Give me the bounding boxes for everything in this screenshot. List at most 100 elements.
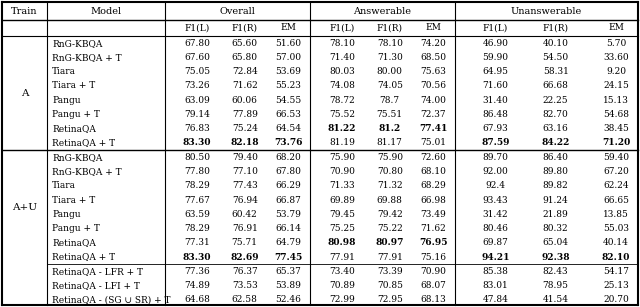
Text: 89.82: 89.82 [543,181,568,190]
Text: 53.79: 53.79 [275,210,301,219]
Text: 81.17: 81.17 [377,138,403,147]
Text: 72.60: 72.60 [420,153,446,162]
Text: 73.53: 73.53 [232,281,258,290]
Text: 75.90: 75.90 [377,153,403,162]
Text: 74.20: 74.20 [420,39,446,48]
Text: 92.4: 92.4 [485,181,505,190]
Text: 31.42: 31.42 [483,210,508,219]
Text: 67.93: 67.93 [483,124,508,133]
Text: F1(L): F1(L) [329,24,355,33]
Text: F1(R): F1(R) [232,24,258,33]
Text: 71.33: 71.33 [329,181,355,190]
Text: 77.80: 77.80 [184,167,210,176]
Text: 80.32: 80.32 [543,224,568,233]
Text: 74.00: 74.00 [420,96,446,105]
Text: 82.43: 82.43 [543,267,568,276]
Text: 69.87: 69.87 [483,238,508,247]
Text: 67.60: 67.60 [184,53,210,62]
Text: 76.91: 76.91 [232,224,258,233]
Text: 55.03: 55.03 [603,224,629,233]
Text: 76.95: 76.95 [419,238,447,247]
Text: 57.00: 57.00 [275,53,301,62]
Text: 64.54: 64.54 [275,124,301,133]
Text: 62.58: 62.58 [232,295,258,304]
Text: Unanswerable: Unanswerable [511,6,582,15]
Text: 54.50: 54.50 [543,53,569,62]
Text: 82.69: 82.69 [230,253,259,262]
Text: 94.21: 94.21 [481,253,509,262]
Text: 70.85: 70.85 [377,281,403,290]
Text: 75.24: 75.24 [232,124,258,133]
Text: Answerable: Answerable [353,6,412,15]
Text: 64.79: 64.79 [275,238,301,247]
Text: 77.36: 77.36 [184,267,210,276]
Text: 53.69: 53.69 [275,67,301,76]
Text: 52.46: 52.46 [275,295,301,304]
Text: 91.24: 91.24 [543,196,568,204]
Text: 73.76: 73.76 [274,138,303,147]
Text: 13.85: 13.85 [603,210,629,219]
Text: 83.30: 83.30 [182,138,211,147]
Text: 82.18: 82.18 [230,138,259,147]
Text: 74.08: 74.08 [329,81,355,91]
Text: 70.89: 70.89 [329,281,355,290]
Text: 75.52: 75.52 [329,110,355,119]
Text: 77.91: 77.91 [377,253,403,262]
Text: Tiara: Tiara [52,181,76,190]
Text: 78.10: 78.10 [377,39,403,48]
Text: 72.37: 72.37 [420,110,446,119]
Text: 65.37: 65.37 [275,267,301,276]
Text: 71.20: 71.20 [602,138,630,147]
Text: 75.63: 75.63 [420,67,446,76]
Text: F1(R): F1(R) [377,24,403,33]
Text: 46.90: 46.90 [483,39,508,48]
Text: 67.20: 67.20 [603,167,629,176]
Text: 78.7: 78.7 [380,96,400,105]
Text: 65.04: 65.04 [543,238,569,247]
Text: 63.09: 63.09 [184,96,210,105]
Text: 63.59: 63.59 [184,210,210,219]
Text: 71.32: 71.32 [377,181,403,190]
Text: 66.53: 66.53 [275,110,301,119]
Text: 69.89: 69.89 [329,196,355,204]
Text: 86.48: 86.48 [483,110,508,119]
Text: 68.20: 68.20 [275,153,301,162]
Text: 82.10: 82.10 [602,253,630,262]
Text: 76.37: 76.37 [232,267,258,276]
Text: 79.45: 79.45 [329,210,355,219]
Text: 77.45: 77.45 [274,253,302,262]
Text: 72.95: 72.95 [377,295,403,304]
Text: 77.10: 77.10 [232,167,258,176]
Text: 67.80: 67.80 [275,167,301,176]
Text: RetinaQA - LFR + T: RetinaQA - LFR + T [52,267,143,276]
Text: RetinaQA + T: RetinaQA + T [52,138,115,147]
Text: 66.65: 66.65 [603,196,629,204]
Text: 75.05: 75.05 [184,67,210,76]
Text: 85.38: 85.38 [483,267,508,276]
Text: RetinaQA + T: RetinaQA + T [52,253,115,262]
Text: Model: Model [90,6,122,15]
Text: 78.95: 78.95 [543,281,569,290]
Text: 70.80: 70.80 [377,167,403,176]
Text: 79.14: 79.14 [184,110,210,119]
Text: Overall: Overall [220,6,255,15]
Text: 75.01: 75.01 [420,138,446,147]
Text: Train: Train [12,6,38,15]
Text: 79.40: 79.40 [232,153,258,162]
Text: 80.97: 80.97 [376,238,404,247]
Text: 73.39: 73.39 [377,267,403,276]
Text: 80.00: 80.00 [377,67,403,76]
Text: 70.90: 70.90 [329,167,355,176]
Text: 47.84: 47.84 [483,295,508,304]
Text: 64.95: 64.95 [483,67,508,76]
Text: 70.56: 70.56 [420,81,446,91]
Text: 75.16: 75.16 [420,253,446,262]
Text: 71.62: 71.62 [232,81,258,91]
Text: 81.19: 81.19 [329,138,355,147]
Text: 83.01: 83.01 [483,281,508,290]
Text: 71.30: 71.30 [377,53,403,62]
Text: 65.60: 65.60 [232,39,258,48]
Text: 73.49: 73.49 [420,210,446,219]
Text: 41.54: 41.54 [543,295,569,304]
Text: 75.22: 75.22 [377,224,403,233]
